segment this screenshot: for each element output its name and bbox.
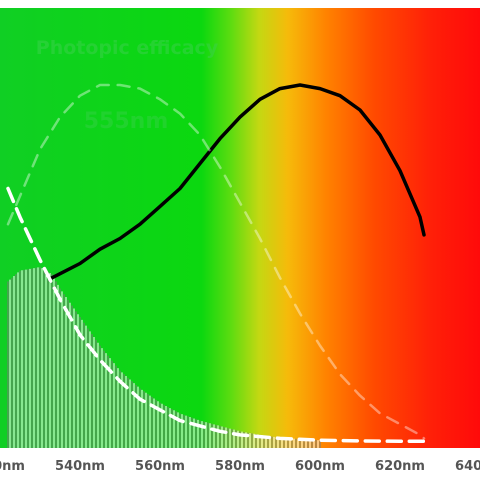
x-tick-label: 520nm [0,459,25,474]
x-tick-label: 580nm [215,459,265,474]
curve-layer [6,83,426,444]
x-tick-label: 640nm [455,459,480,474]
peak-annotation: 555nm [84,109,169,134]
x-tick-label: 560nm [135,459,185,474]
series-line-dashed-faint [6,83,426,440]
series-line-dashed-bold [6,186,426,444]
x-axis-tick-labels: 520nm 540nm 560nm 580nm 600nm 620nm 640nm [0,459,480,474]
series-line-solid [50,83,426,280]
x-tick-label: 620nm [375,459,425,474]
x-tick-label: 540nm [55,459,105,474]
chart-title: Photopic efficacy [36,37,219,59]
gray-hatched-area [7,267,321,448]
x-tick-label: 600nm [295,459,345,474]
